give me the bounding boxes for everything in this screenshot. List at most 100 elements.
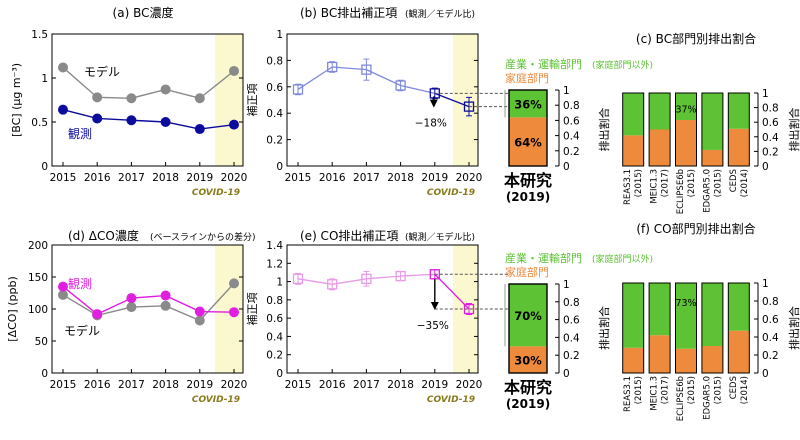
model-series-point [229, 278, 239, 289]
bc-change-annotation: −18% [415, 118, 447, 130]
co-factor-segment [434, 273, 470, 310]
y-tick-label: 0.8 [762, 296, 779, 308]
observed-series-point [160, 117, 171, 127]
y-tick-label: 0.2 [762, 146, 779, 158]
y-tick-label: 1 [41, 73, 48, 85]
panel-f-industry-bar [701, 283, 723, 346]
y-tick-label: 0.6 [762, 314, 779, 326]
y-tick-label: 0.2 [563, 146, 580, 158]
covid-shade [453, 34, 478, 166]
co-this-study-study-year: (2019) [506, 397, 550, 411]
co-factor-point [395, 270, 406, 282]
panel-c-bar-outline [648, 92, 671, 167]
panel-c-bar-outline [675, 92, 697, 167]
panel-e-title: (e) CO排出補正項 [300, 229, 398, 243]
panel-d-title-note: (ベースラインからの差分) [150, 231, 256, 243]
co-factor-segment [366, 275, 401, 280]
model-series-point [126, 93, 137, 104]
panel-c-industry-bar [675, 93, 697, 121]
y-tick-label: 0.4 [266, 331, 283, 343]
panel-f-title: (f) CO部門別排出割合 [636, 221, 755, 236]
bc-this-study-residential-label: 64% [514, 136, 542, 150]
y-tick-label: 100 [28, 304, 48, 316]
y-tick-label: 1.5 [31, 29, 48, 41]
co-factor-segment [400, 273, 435, 277]
y-tick-label: 0.2 [266, 135, 283, 147]
legend-industry-note: (家庭部門以外) [592, 59, 653, 71]
model-series-point [126, 302, 137, 313]
co-factor-segment [297, 278, 333, 285]
y-axis-label: 補正項 [246, 84, 259, 117]
model-series-point [194, 93, 205, 104]
co-this-study-bar-outline [508, 283, 548, 374]
covid-label: COVID-19 [192, 395, 240, 405]
co-factor-point [463, 303, 475, 315]
model-series-point [58, 62, 68, 73]
x-tick-label: 2018 [152, 172, 179, 184]
y-tick-label: 0 [41, 161, 48, 173]
co-this-study-industry-segment [509, 284, 547, 347]
panel-c-industry-bar [649, 93, 671, 130]
y-tick-label: 0 [563, 368, 570, 380]
bc-factor-point [292, 84, 304, 95]
co-change-annotation: −35% [417, 320, 449, 332]
panel-c-residential-bar [675, 120, 697, 166]
co-factor-point [292, 273, 304, 284]
y-axis-label: 補正項 [246, 293, 259, 326]
x-tick-label: 2020 [221, 172, 248, 184]
y-tick-label: 0.8 [762, 103, 779, 115]
observed-series-point [160, 290, 171, 301]
panel-f-category-year: (2015) [687, 376, 697, 404]
model-legend-label: モデル [64, 323, 100, 338]
bc-this-study-industry-segment [509, 90, 547, 118]
panel-c-bar-outline [727, 92, 750, 167]
bc-factor-segment [434, 92, 470, 108]
y-tick-label: 1 [276, 277, 283, 289]
panel-f-category-label: EDGAR5.0 [702, 376, 712, 420]
x-tick-label: 2017 [353, 379, 380, 391]
co-change-arrowhead [430, 302, 439, 310]
observed-series-line [62, 109, 235, 130]
co-this-study-residential-segment [509, 346, 547, 373]
y-axis-label: 排出割合 [597, 108, 611, 152]
y-axis-label: 排出割合 [597, 306, 611, 350]
x-tick-label: 2015 [285, 379, 312, 391]
bc-factor-segment [332, 66, 367, 71]
y-axis-label: [ΔCO] (ppb) [6, 276, 19, 341]
panel-f-category-label: MEIC1.3 [650, 376, 660, 411]
panel-b-title: (b) BC排出補正項 [300, 6, 397, 20]
y-tick-label: 200 [28, 240, 48, 252]
model-series-point [92, 92, 103, 103]
panel-c-category-label: ECLIPSE6b [676, 169, 686, 214]
panel-f-category-label: REAS3.1 [623, 376, 633, 412]
observed-series-point [229, 307, 239, 318]
panel-c-category-label: EDGAR5.0 [702, 169, 712, 213]
model-series-point [58, 289, 68, 300]
y-tick-label: 0 [41, 368, 48, 380]
y-tick-label: 1 [563, 279, 570, 291]
y-axis-label-right: 排出割合 [787, 306, 800, 350]
co-this-study-residential-label: 30% [514, 354, 542, 368]
bc-this-study-study-year: (2019) [506, 190, 550, 204]
panel-a-title: (a) BC濃度 [113, 5, 174, 20]
y-tick-label: 1.4 [266, 240, 283, 252]
x-tick-label: 2019 [186, 379, 213, 391]
legend-residential: 家庭部門 [505, 71, 549, 85]
y-tick-label: 1.2 [266, 258, 283, 270]
y-tick-label: 0.6 [266, 313, 283, 325]
observed-series-point [58, 104, 68, 115]
y-tick-label: 0.2 [563, 350, 580, 362]
panel-c-annotation: 37% [675, 105, 696, 116]
panel-c-category-year: (2015) [713, 169, 723, 197]
x-tick-label: 2016 [84, 172, 111, 184]
bc-change-arrowhead [429, 99, 438, 108]
panel-c-category-label: MEIC1.3 [650, 169, 660, 204]
y-tick-label: 0.6 [762, 117, 779, 129]
legend-residential: 家庭部門 [505, 265, 549, 279]
observed-series-point [126, 293, 137, 304]
observed-series-point [194, 124, 205, 135]
panel-f-residential-bar [622, 347, 644, 373]
panel-c-bar-outline [701, 92, 724, 167]
y-tick-label: 0 [762, 368, 769, 380]
